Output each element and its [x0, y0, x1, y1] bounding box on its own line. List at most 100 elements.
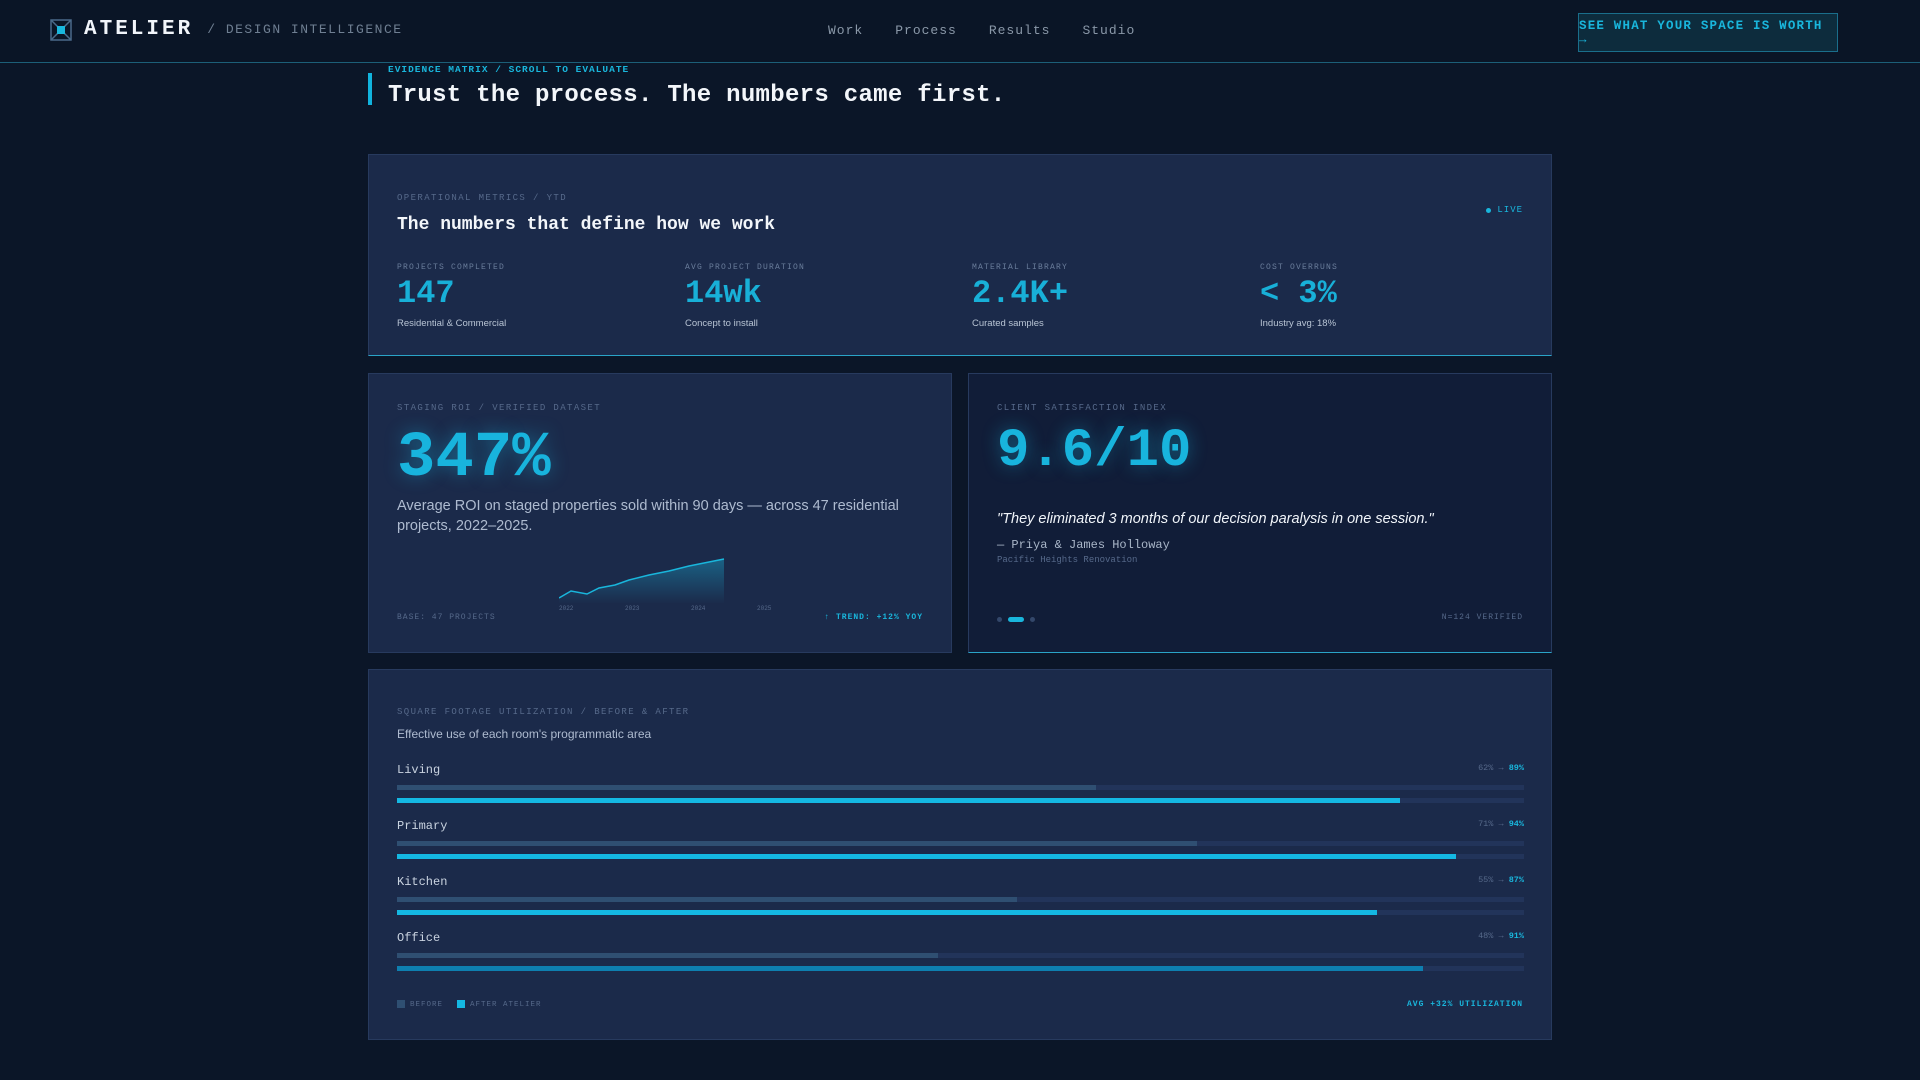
- room-row-kitchen: Kitchen 55% → 87%: [397, 875, 1524, 915]
- operational-metrics-card: OPERATIONAL METRICS / YTD The numbers th…: [368, 154, 1552, 356]
- carousel-dots: [997, 617, 1035, 622]
- legend-after: AFTER ATELIER: [457, 1000, 542, 1009]
- metric-sub: Curated samples: [972, 318, 1044, 329]
- staging-roi-card: STAGING ROI / VERIFIED DATASET 347% Aver…: [368, 373, 952, 653]
- legend-before: BEFORE: [397, 1000, 443, 1009]
- before-bar: [397, 897, 1017, 902]
- cta-button[interactable]: SEE WHAT YOUR SPACE IS WORTH →: [1578, 13, 1838, 52]
- testimonial-project: Pacific Heights Renovation: [997, 555, 1138, 565]
- card-title: The numbers that define how we work: [397, 215, 776, 235]
- legend-swatch-after: [457, 1000, 466, 1009]
- carousel-dot-active[interactable]: [1008, 617, 1024, 622]
- after-bar-track: [397, 798, 1524, 803]
- room-values: 48% → 91%: [1478, 931, 1524, 941]
- metric-sub: Industry avg: 18%: [1260, 318, 1337, 329]
- metric-cost-overruns: COST OVERRUNS < 3% Industry avg: 18%: [1260, 263, 1530, 329]
- room-values: 55% → 87%: [1478, 875, 1524, 885]
- square-footage-utilization-card: SQUARE FOOTAGE UTILIZATION / BEFORE & AF…: [368, 669, 1552, 1040]
- card-label: OPERATIONAL METRICS / YTD: [397, 193, 568, 203]
- nav-link-process[interactable]: Process: [895, 23, 957, 38]
- carousel-dot[interactable]: [997, 617, 1002, 622]
- roi-value: 347%: [397, 423, 551, 495]
- nav-link-work[interactable]: Work: [828, 23, 864, 38]
- room-name: Primary: [397, 819, 448, 833]
- roi-sparkline: 2022 2023 2024 2025: [559, 558, 772, 612]
- logo-text: ATELIER: [84, 18, 194, 41]
- card-subtitle: Effective use of each room's programmati…: [397, 727, 652, 741]
- room-before-value: 55%: [1478, 875, 1494, 885]
- metric-value: 14wk: [685, 275, 762, 312]
- room-before-value: 48%: [1478, 931, 1494, 941]
- room-row-office: Office 48% → 91%: [397, 931, 1524, 971]
- after-bar: [397, 966, 1423, 971]
- card-label: STAGING ROI / VERIFIED DATASET: [397, 403, 602, 413]
- sparkline-year-label: 2022: [559, 605, 574, 612]
- metric-label: MATERIAL LIBRARY: [972, 263, 1069, 272]
- before-bar: [397, 841, 1198, 846]
- roi-base-label: BASE: 47 PROJECTS: [397, 613, 496, 622]
- room-values: 71% → 94%: [1478, 819, 1524, 829]
- atelier-logo-icon: [50, 18, 72, 41]
- nav-link-results[interactable]: Results: [988, 23, 1051, 38]
- testimonial-author: — Priya & James Holloway: [997, 538, 1170, 552]
- after-bar: [397, 854, 1457, 859]
- card-label: SQUARE FOOTAGE UTILIZATION / BEFORE & AF…: [397, 707, 690, 717]
- room-row-primary: Primary 71% → 94%: [397, 819, 1524, 859]
- room-name: Office: [397, 931, 441, 945]
- section-headline: Trust the process. The numbers came firs…: [388, 82, 1006, 109]
- legend-swatch-before: [397, 1000, 405, 1009]
- testimonial-quote: "They eliminated 3 months of our decisio…: [997, 511, 1434, 527]
- sparkline-area: [559, 559, 724, 604]
- chart-legend: BEFORE AFTER ATELIER: [397, 1000, 542, 1009]
- metric-value: 2.4K+: [972, 275, 1069, 312]
- live-label: LIVE: [1497, 205, 1523, 215]
- logo[interactable]: ATELIER / DESIGN INTELLIGENCE: [50, 18, 403, 41]
- after-bar: [397, 798, 1401, 803]
- main-nav: Work Process Results Studio: [828, 23, 1135, 38]
- room-row-living: Living 62% → 89%: [397, 763, 1524, 803]
- sparkline-line: [559, 558, 725, 599]
- metric-material-library: MATERIAL LIBRARY 2.4K+ Curated samples: [972, 263, 1242, 329]
- before-bar: [397, 785, 1096, 790]
- metric-projects-completed: PROJECTS COMPLETED 147 Residential & Com…: [397, 263, 667, 329]
- section-accent-bar: [368, 73, 372, 105]
- logo-tagline: / DESIGN INTELLIGENCE: [207, 22, 403, 37]
- satisfaction-value: 9.6/10: [997, 421, 1192, 482]
- sparkline-year-label: 2025: [757, 605, 772, 612]
- room-after-value: 91%: [1508, 931, 1524, 941]
- before-bar-track: [397, 953, 1524, 958]
- live-dot-icon: [1486, 207, 1492, 213]
- section-eyebrow: EVIDENCE MATRIX / SCROLL TO EVALUATE: [388, 64, 630, 75]
- before-bar-track: [397, 841, 1524, 846]
- after-bar-track: [397, 966, 1524, 971]
- verified-count: N=124 VERIFIED: [1441, 613, 1523, 622]
- legend-after-label: AFTER ATELIER: [470, 1001, 542, 1009]
- room-name: Kitchen: [397, 875, 448, 889]
- carousel-dot[interactable]: [1030, 617, 1035, 622]
- metric-label: PROJECTS COMPLETED: [397, 263, 506, 272]
- room-after-value: 87%: [1508, 875, 1524, 885]
- after-bar-track: [397, 910, 1524, 915]
- before-bar-track: [397, 897, 1524, 902]
- before-bar: [397, 953, 938, 958]
- legend-before-label: BEFORE: [410, 1001, 444, 1009]
- room-before-value: 62%: [1478, 763, 1494, 773]
- live-badge: LIVE: [1486, 205, 1523, 215]
- metric-label: AVG PROJECT DURATION: [685, 263, 806, 272]
- metric-avg-project-duration: AVG PROJECT DURATION 14wk Concept to ins…: [685, 263, 955, 329]
- room-before-value: 71%: [1478, 819, 1494, 829]
- roi-description: Average ROI on staged properties sold wi…: [397, 498, 899, 534]
- avg-utilization-label: AVG +32% UTILIZATION: [1406, 1000, 1523, 1009]
- nav-link-studio[interactable]: Studio: [1082, 23, 1136, 38]
- after-bar-track: [397, 854, 1524, 859]
- metric-sub: Concept to install: [685, 318, 758, 329]
- room-after-value: 89%: [1508, 763, 1524, 773]
- top-navbar: ATELIER / DESIGN INTELLIGENCE Work Proce…: [0, 0, 1920, 63]
- card-label: CLIENT SATISFACTION INDEX: [997, 403, 1168, 413]
- room-name: Living: [397, 763, 441, 777]
- metric-value: 147: [397, 275, 455, 312]
- metric-sub: Residential & Commercial: [397, 318, 507, 329]
- metric-value: < 3%: [1260, 275, 1337, 312]
- client-satisfaction-card: CLIENT SATISFACTION INDEX 9.6/10 "They e…: [968, 373, 1552, 653]
- room-values: 62% → 89%: [1478, 763, 1524, 773]
